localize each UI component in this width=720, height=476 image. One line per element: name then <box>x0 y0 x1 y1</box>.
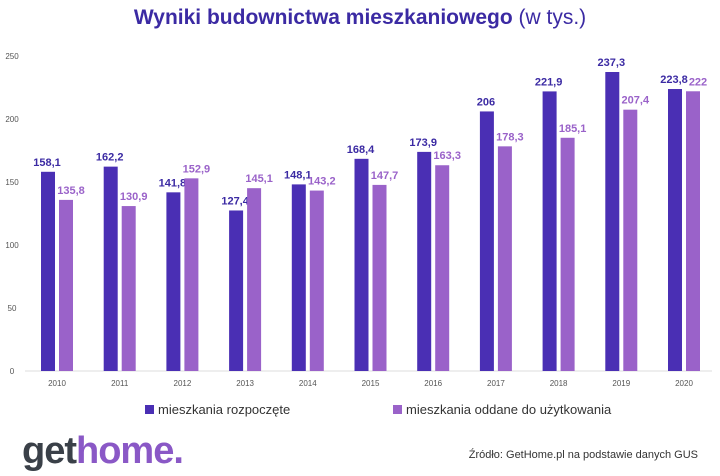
bar <box>247 188 262 371</box>
chart-title: Wyniki budownictwa mieszkaniowego (w tys… <box>0 6 720 30</box>
x-tick-label: 2020 <box>675 379 693 388</box>
legend-label: mieszkania rozpoczęte <box>158 402 291 417</box>
x-tick-label: 2013 <box>236 379 254 388</box>
x-tick-label: 2011 <box>111 379 129 388</box>
legend-label: mieszkania oddane do użytkowania <box>406 402 612 417</box>
gethome-logo: gethome. <box>22 430 184 472</box>
legend-item-started: mieszkania rozpoczęte <box>145 402 290 417</box>
y-tick-label: 50 <box>8 304 17 313</box>
x-tick-label: 2019 <box>612 379 630 388</box>
data-label: 185,1 <box>559 123 587 135</box>
bar <box>560 137 575 371</box>
data-label: 237,3 <box>598 57 626 69</box>
bar <box>623 109 638 372</box>
data-label: 143,2 <box>308 176 336 188</box>
data-label: 162,2 <box>96 152 124 164</box>
data-label: 152,9 <box>183 163 211 175</box>
legend-swatch <box>145 405 154 414</box>
bar <box>229 210 244 371</box>
y-tick-label: 0 <box>10 367 15 376</box>
y-tick-label: 250 <box>5 52 19 61</box>
data-label: 127,4 <box>221 195 249 207</box>
bar <box>435 165 450 371</box>
legend-item-completed: mieszkania oddane do użytkowania <box>393 402 611 417</box>
bar <box>121 206 136 371</box>
title-suffix: (w tys.) <box>518 6 587 29</box>
data-label: 221,9 <box>535 76 563 88</box>
x-tick-label: 2010 <box>48 379 66 388</box>
bar <box>291 184 306 371</box>
bar-chart: 0 50 100 150 200 250 2010 158,1 135,8 2011 162,2 13… <box>5 52 712 388</box>
x-tick-label: 2015 <box>362 379 380 388</box>
data-label: 163,3 <box>433 150 461 162</box>
bar <box>686 91 700 371</box>
x-tick-label: 2012 <box>174 379 192 388</box>
x-tick-label: 2017 <box>487 379 505 388</box>
data-label: 207,4 <box>622 95 650 107</box>
bar <box>668 89 682 372</box>
legend-swatch <box>393 405 402 414</box>
data-label: 222 <box>689 76 707 88</box>
x-tick-label: 2014 <box>299 379 317 388</box>
bar <box>497 146 512 371</box>
y-tick-label: 100 <box>5 241 19 250</box>
bar <box>41 171 55 371</box>
data-label: 168,4 <box>347 144 375 156</box>
x-tick-label: 2018 <box>550 379 568 388</box>
data-label: 145,1 <box>245 173 273 185</box>
bar <box>166 192 181 371</box>
bar <box>184 178 199 371</box>
data-label: 147,7 <box>371 170 399 182</box>
x-tick-label: 2016 <box>424 379 442 388</box>
bar <box>605 72 620 371</box>
y-tick-label: 200 <box>5 115 19 124</box>
data-label: 135,8 <box>57 185 85 197</box>
bar <box>309 190 324 371</box>
data-label: 148,1 <box>284 169 312 181</box>
data-label: 130,9 <box>120 191 148 203</box>
y-tick-label: 150 <box>5 178 19 187</box>
bar <box>542 91 557 371</box>
title-main: Wyniki budownictwa mieszkaniowego <box>133 6 513 29</box>
bar <box>372 184 387 371</box>
data-label: 206 <box>477 96 495 108</box>
data-label: 141,8 <box>159 177 187 189</box>
bar <box>417 151 432 371</box>
data-label: 223,8 <box>660 74 688 86</box>
bar <box>103 166 118 371</box>
data-label: 158,1 <box>33 157 61 169</box>
bar <box>479 111 494 371</box>
bar <box>354 158 369 371</box>
data-label: 173,9 <box>409 137 437 149</box>
source-note: Źródło: GetHome.pl na podstawie danych G… <box>468 449 698 461</box>
bar <box>59 199 73 371</box>
data-label: 178,3 <box>496 131 524 143</box>
